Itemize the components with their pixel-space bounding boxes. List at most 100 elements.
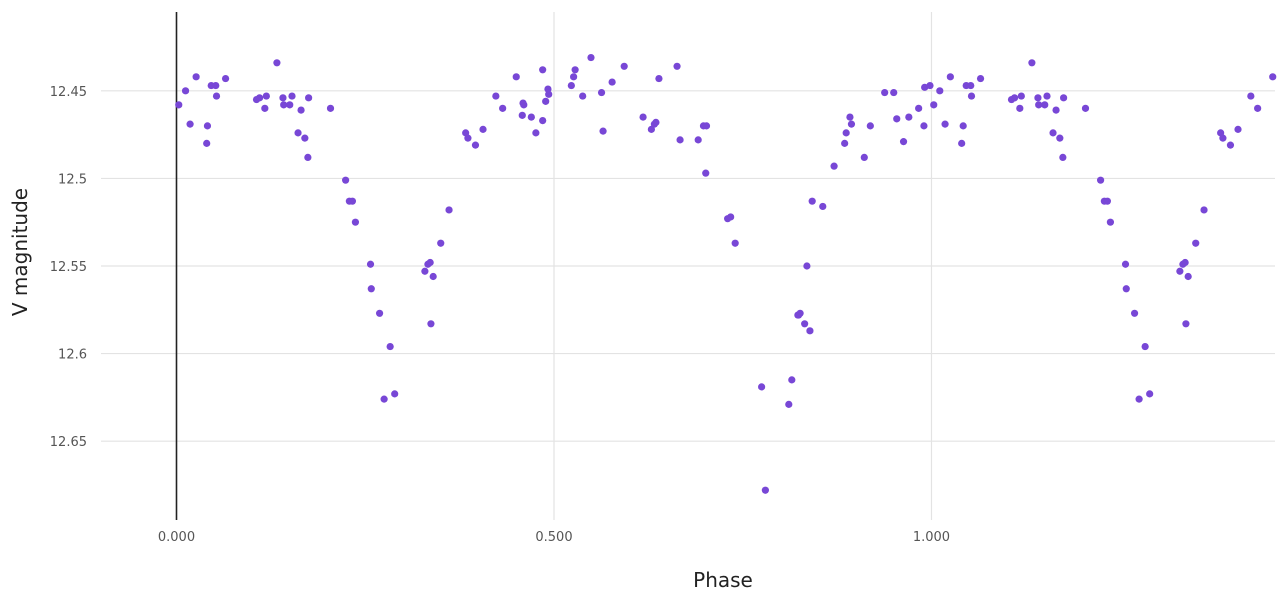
data-point <box>1081 104 1090 112</box>
data-point <box>905 113 913 121</box>
data-point <box>702 169 710 177</box>
data-point <box>542 97 550 105</box>
data-point <box>297 106 305 114</box>
data-point <box>1219 134 1227 142</box>
data-point <box>920 122 928 130</box>
data-point <box>1043 92 1051 100</box>
data-point <box>429 272 437 281</box>
data-point <box>731 239 739 247</box>
data-point <box>175 101 183 109</box>
y-tick-label: 12.55 <box>50 260 87 275</box>
x-tick-label: 0.000 <box>158 530 195 545</box>
data-point <box>255 94 264 102</box>
data-point <box>1103 197 1111 205</box>
data-point <box>587 53 595 62</box>
data-point <box>761 486 769 494</box>
data-point <box>899 138 908 146</box>
data-point <box>539 117 547 125</box>
data-point <box>380 395 388 403</box>
data-point <box>866 122 874 130</box>
data-point <box>1122 285 1130 293</box>
data-point <box>819 202 827 211</box>
data-point <box>286 101 294 109</box>
y-tick-label: 12.6 <box>58 348 87 363</box>
x-tick-label: 0.500 <box>535 530 572 545</box>
data-point <box>518 111 526 119</box>
y-tick-label: 12.5 <box>58 172 87 187</box>
data-point <box>946 73 954 81</box>
data-point <box>181 87 190 95</box>
data-point <box>727 213 735 221</box>
data-point <box>301 134 309 142</box>
data-point <box>351 218 360 226</box>
data-point <box>386 342 394 351</box>
data-point <box>647 125 655 133</box>
data-point <box>1056 134 1064 142</box>
data-point <box>1135 395 1143 403</box>
data-point <box>842 129 850 137</box>
data-point <box>976 74 985 83</box>
data-point <box>1034 94 1042 102</box>
data-point <box>279 94 287 102</box>
data-point <box>539 66 547 74</box>
data-point <box>342 176 350 184</box>
data-point <box>499 104 507 112</box>
data-point <box>620 62 628 70</box>
data-point <box>203 122 212 130</box>
data-point <box>212 92 221 100</box>
data-point <box>571 66 579 74</box>
data-point <box>512 73 520 81</box>
data-point <box>941 120 949 128</box>
data-point <box>280 101 288 109</box>
data-point <box>288 92 296 100</box>
data-point <box>893 115 901 123</box>
data-point <box>1049 129 1057 137</box>
data-point <box>366 260 375 268</box>
data-point <box>881 88 889 97</box>
data-point <box>1121 260 1130 268</box>
x-tick-label: 1.000 <box>913 530 950 545</box>
data-point <box>1010 94 1019 102</box>
data-point <box>597 88 606 97</box>
data-point <box>192 73 200 81</box>
data-point <box>1234 125 1242 133</box>
data-point <box>203 139 211 147</box>
data-point <box>579 92 587 100</box>
data-point <box>803 262 811 270</box>
data-point <box>1052 106 1060 114</box>
data-point <box>391 390 399 398</box>
data-point <box>1247 92 1255 100</box>
data-point <box>1028 59 1036 67</box>
data-point <box>348 197 357 205</box>
data-point <box>221 74 230 83</box>
data-point <box>673 62 681 70</box>
data-point <box>1017 92 1025 100</box>
data-point <box>479 125 487 133</box>
data-point <box>520 101 528 109</box>
data-point <box>890 88 898 97</box>
data-point <box>261 104 269 112</box>
data-point <box>1041 101 1049 109</box>
data-point <box>570 73 578 81</box>
data-point <box>1141 342 1149 351</box>
data-point <box>958 139 966 147</box>
data-point <box>445 206 453 214</box>
data-point <box>273 59 281 67</box>
data-point <box>527 113 535 121</box>
data-point <box>785 400 793 408</box>
data-point <box>294 129 302 137</box>
data-point <box>1060 94 1068 102</box>
data-point <box>599 127 607 135</box>
data-point <box>841 139 849 147</box>
data-point <box>186 120 194 128</box>
x-axis-title: Phase <box>693 568 753 592</box>
data-point <box>694 136 702 144</box>
y-axis-title: V magnitude <box>8 188 32 316</box>
data-point <box>427 320 435 328</box>
data-point <box>1035 101 1043 109</box>
data-point <box>860 153 868 161</box>
data-point <box>367 285 375 293</box>
data-point <box>1130 309 1139 317</box>
data-point <box>967 81 975 90</box>
